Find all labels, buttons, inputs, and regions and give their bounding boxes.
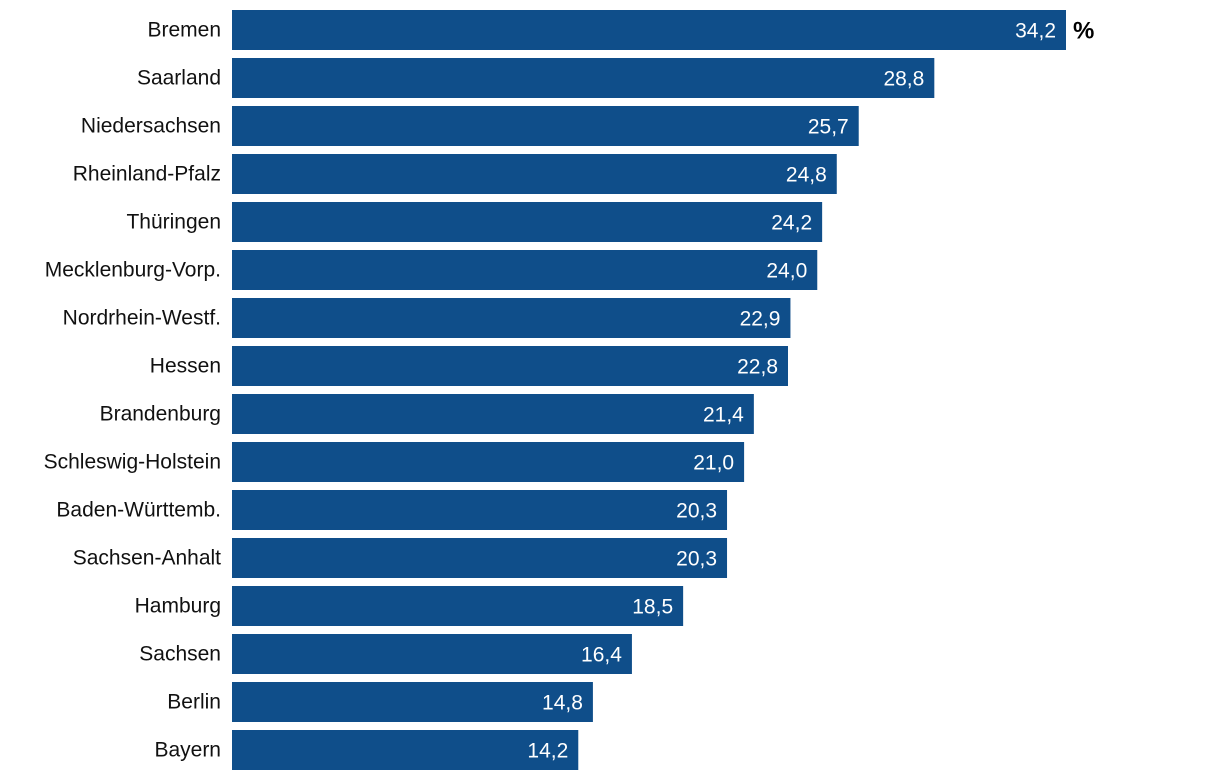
value-label: 24,0 xyxy=(766,260,807,283)
category-label: Nordrhein-Westf. xyxy=(63,307,221,330)
category-label: Thüringen xyxy=(126,211,221,234)
category-label: Sachsen-Anhalt xyxy=(73,547,221,570)
bar xyxy=(232,394,754,434)
category-label: Schleswig-Holstein xyxy=(44,451,221,474)
bar xyxy=(232,58,935,98)
bar xyxy=(232,298,791,338)
category-label: Mecklenburg-Vorp. xyxy=(45,259,221,282)
bar xyxy=(232,442,745,482)
category-label: Baden-Württemb. xyxy=(56,499,221,522)
bar xyxy=(232,586,684,626)
category-labels-group: Bremen Saarland Niedersachsen Rheinland-Pfa… xyxy=(44,19,222,762)
value-label: 16,4 xyxy=(581,644,622,667)
value-label: 14,8 xyxy=(542,692,583,715)
category-label: Niedersachsen xyxy=(81,115,221,138)
bar xyxy=(232,538,728,578)
value-label: 25,7 xyxy=(808,116,849,139)
bar xyxy=(232,250,818,290)
category-label: Sachsen xyxy=(139,643,221,666)
value-label: 20,3 xyxy=(676,548,717,571)
category-label: Brandenburg xyxy=(100,403,221,426)
category-label: Hessen xyxy=(150,355,221,378)
value-label: 22,9 xyxy=(740,308,781,331)
value-label: 28,8 xyxy=(883,68,924,91)
value-label: 34,2 xyxy=(1015,20,1056,43)
bar xyxy=(232,730,579,770)
value-label: 14,2 xyxy=(527,740,568,763)
category-label: Saarland xyxy=(137,67,221,90)
bar xyxy=(232,154,837,194)
unit-label: % xyxy=(1073,18,1094,45)
value-label: 22,8 xyxy=(737,356,778,379)
value-label: 24,2 xyxy=(771,212,812,235)
category-label: Bremen xyxy=(147,19,221,42)
value-labels-group: 34,2 28,8 25,7 24,8 24,2 24,0 22,9 22,8 21,4 21,0… xyxy=(527,20,1056,763)
bar xyxy=(232,682,593,722)
bar xyxy=(232,490,728,530)
value-label: 18,5 xyxy=(632,596,673,619)
value-label: 21,0 xyxy=(693,452,734,475)
bar xyxy=(232,106,859,146)
category-label: Bayern xyxy=(154,739,221,762)
value-label: 21,4 xyxy=(703,404,744,427)
category-label: Rheinland-Pfalz xyxy=(73,163,221,186)
category-label: Hamburg xyxy=(135,595,221,618)
bar xyxy=(232,346,788,386)
value-label: 24,8 xyxy=(786,164,827,187)
category-label: Berlin xyxy=(167,691,221,714)
bar xyxy=(232,634,632,674)
bar xyxy=(232,10,1066,50)
value-label: 20,3 xyxy=(676,500,717,523)
bar xyxy=(232,202,823,242)
bars-group xyxy=(232,10,1066,770)
